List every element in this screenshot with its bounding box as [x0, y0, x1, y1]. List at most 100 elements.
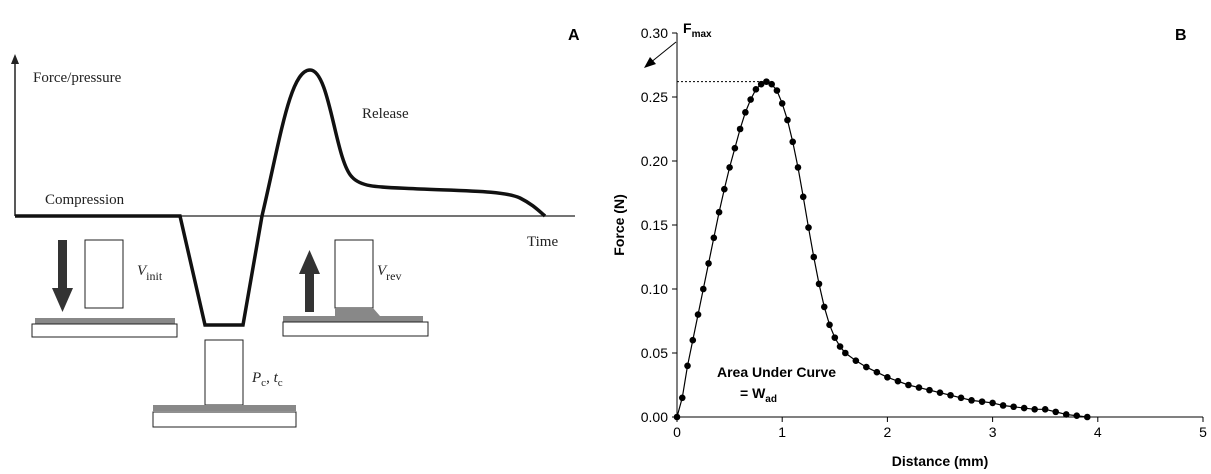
y-tick-label: 0.25: [641, 89, 668, 105]
data-point: [773, 87, 781, 94]
data-point: [715, 208, 723, 216]
y-tick-label: 0.15: [641, 217, 668, 233]
data-point: [784, 116, 791, 124]
x-tick-label: 3: [989, 424, 997, 440]
sample-fibril: [335, 308, 380, 316]
substrate: [31, 323, 178, 338]
x-axis-label: Distance (mm): [892, 453, 988, 469]
annotation-arrow: [649, 41, 677, 64]
panel-label: B: [1175, 27, 1187, 44]
data-point: [873, 368, 881, 376]
symbol: P: [251, 370, 261, 386]
data-point: [1073, 412, 1081, 420]
contact-label: Pc, tc: [251, 370, 283, 389]
data-point: [810, 253, 818, 261]
data-point: [1020, 404, 1028, 412]
data-point: [1041, 406, 1049, 413]
data-point: [926, 386, 933, 394]
y-tick-label: 0.00: [641, 409, 668, 425]
data-point: [799, 193, 807, 201]
data-point: [673, 413, 681, 421]
x-tick-label: 0: [673, 424, 681, 440]
substrate: [282, 321, 429, 337]
data-point: [1052, 408, 1060, 416]
symbol: F: [683, 20, 692, 36]
probe: [204, 339, 244, 406]
data-point: [1083, 413, 1091, 421]
down-arrow: [58, 240, 67, 290]
data-point: [936, 389, 944, 396]
data-point: [831, 334, 839, 341]
fmax-annotation: Fmax: [683, 20, 712, 40]
data-point: [1031, 406, 1038, 413]
data-point: [689, 336, 697, 344]
subscript: c: [261, 377, 266, 389]
y-tick-label: 0.20: [641, 153, 668, 169]
x-axis-label: Time: [527, 234, 558, 250]
data-point: [826, 321, 833, 329]
data-point: [710, 234, 718, 242]
data-point: [1062, 411, 1070, 418]
data-point: [915, 384, 923, 391]
data-point: [752, 86, 760, 93]
panel-b: B Distance (mm) Force (N) Fmax Area Unde…: [611, 20, 1207, 469]
data-point: [815, 280, 823, 288]
wad-annotation: = Wad: [740, 385, 777, 405]
symbol: V: [137, 263, 148, 279]
data-point: [731, 144, 739, 152]
area-annotation: Area Under Curve: [717, 364, 836, 380]
data-point: [999, 402, 1007, 409]
data-point: [820, 303, 828, 311]
data-point: [705, 260, 712, 267]
data-point: [894, 377, 902, 385]
x-tick-label: 4: [1094, 424, 1102, 440]
y-axis-label: Force/pressure: [33, 70, 122, 86]
v-rev-label: Vrev: [377, 263, 402, 283]
axis-arrow: [11, 54, 19, 64]
x-tick-label: 2: [884, 424, 892, 440]
data-point: [768, 80, 775, 88]
data-point: [742, 109, 749, 116]
subscript: rev: [386, 269, 401, 283]
data-point: [905, 381, 912, 389]
data-point: [836, 343, 844, 350]
subscript: init: [146, 269, 163, 283]
panel-label: A: [568, 27, 580, 44]
sample: [153, 405, 296, 411]
y-axis-label: Force (N): [611, 194, 627, 255]
y-tick-label: 0.30: [641, 25, 668, 41]
subscript: c: [278, 377, 283, 389]
data-point: [842, 349, 849, 357]
sample: [283, 316, 423, 322]
data-point: [763, 78, 770, 85]
data-point: [721, 185, 728, 193]
data-point: [947, 391, 954, 399]
sample: [35, 318, 175, 324]
subscript: max: [692, 29, 712, 40]
data-point: [747, 96, 754, 103]
data-point: [700, 285, 707, 293]
force-curve: [15, 68, 547, 327]
data-point: [968, 397, 975, 404]
data-point: [794, 164, 802, 171]
x-tick-label: 5: [1199, 424, 1207, 440]
phase-label: Compression: [45, 192, 125, 208]
data-point: [989, 399, 996, 407]
data-point: [757, 80, 765, 88]
annotation-arrow-head: [644, 57, 656, 68]
probe: [334, 239, 374, 309]
symbol: V: [377, 263, 388, 279]
up-arrow-head: [299, 250, 320, 274]
data-point: [789, 138, 797, 146]
phase-label: Release: [362, 106, 409, 122]
symbol: t: [274, 370, 279, 386]
symbol: = W: [740, 385, 766, 401]
up-arrow: [305, 272, 314, 312]
data-point: [678, 394, 686, 402]
data-point: [978, 398, 986, 405]
separator: ,: [266, 370, 274, 386]
y-tick-label: 0.10: [641, 281, 668, 297]
data-point: [694, 311, 702, 318]
data-point: [1010, 403, 1017, 411]
